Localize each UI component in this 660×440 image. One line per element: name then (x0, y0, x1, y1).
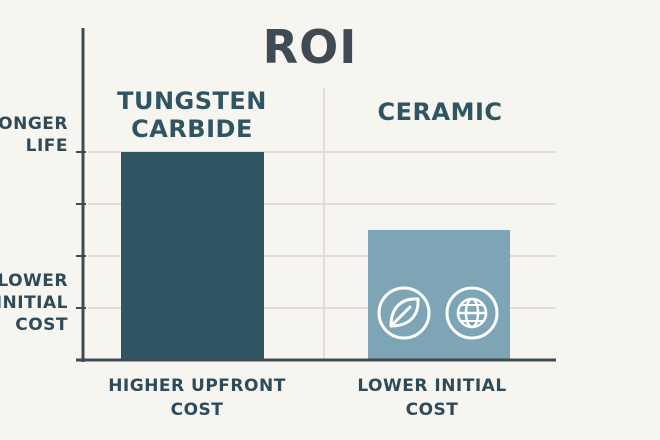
bar-label-tungsten-carbide: TUNGSTEN CARBIDE (117, 87, 267, 143)
leaf-vein (389, 305, 412, 328)
leaf-icon (377, 286, 431, 340)
x-label-lower-initial-cost: LOWER INITIAL COST (357, 376, 507, 420)
bar-label-ceramic: CERAMIC (377, 98, 503, 126)
chart-title: ROI (262, 20, 358, 74)
x-label-higher-upfront-cost: HIGHER UPFRONT COST (108, 376, 286, 420)
leaf-shape (389, 297, 420, 328)
bar-1 (368, 230, 510, 360)
y-tick-label-bottom: LOWER INITIAL COST (0, 271, 68, 335)
y-tick-label-top: ONGER LIFE (0, 114, 68, 156)
globe-icon (445, 286, 499, 340)
bar-0 (121, 152, 264, 360)
